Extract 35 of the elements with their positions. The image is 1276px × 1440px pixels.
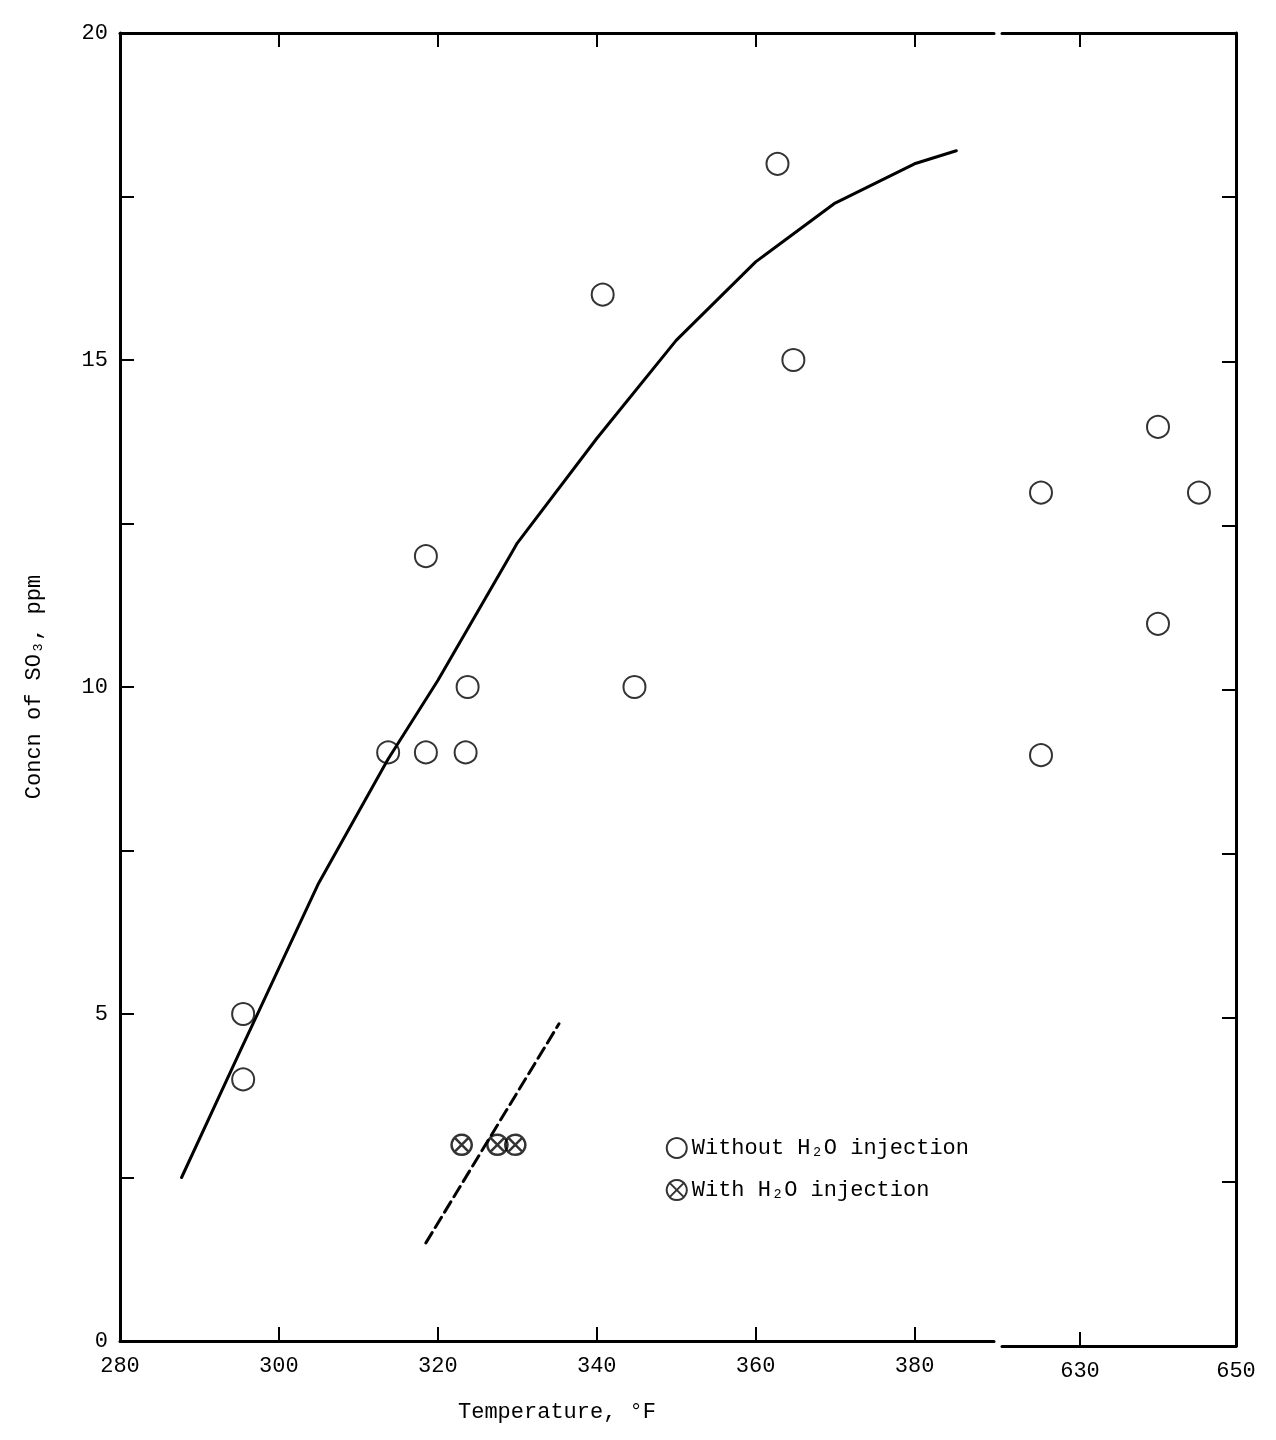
- x-tick-label: 300: [259, 1353, 299, 1379]
- point: [486, 1133, 509, 1156]
- point: [450, 1133, 473, 1156]
- x-tick-label: 340: [576, 1353, 617, 1379]
- point: [1146, 611, 1170, 636]
- y-tick-label: 5: [94, 1001, 108, 1027]
- y-tick-label: 0: [94, 1328, 108, 1354]
- x-tick-label: 320: [418, 1353, 458, 1379]
- legend-label: Without H₂O injection: [691, 1135, 969, 1161]
- legend-label: With H₂O injection: [691, 1177, 930, 1203]
- point: [504, 1133, 527, 1156]
- point: [1186, 480, 1211, 505]
- x-tick-label: 650: [1216, 1358, 1256, 1384]
- y-tick-label: 20: [81, 20, 108, 46]
- x-tick-label: 630: [1060, 1358, 1100, 1384]
- point: [231, 1067, 256, 1092]
- point: [413, 740, 438, 765]
- point: [622, 675, 647, 699]
- y-tick-label: 15: [81, 347, 108, 373]
- point: [231, 1002, 256, 1026]
- y-tick-label: 10: [81, 674, 108, 700]
- x-tick-label: 380: [894, 1353, 935, 1379]
- point: [453, 740, 478, 765]
- point: [413, 544, 438, 569]
- point: [781, 348, 806, 372]
- y-axis-title: Concn of SO₃, ppm: [21, 574, 47, 800]
- x-tick-label: 360: [735, 1353, 776, 1379]
- x-axis-title: Temperature, °F: [457, 1399, 657, 1425]
- point: [455, 675, 480, 699]
- point: [1146, 414, 1170, 439]
- x-tick-label: 280: [100, 1353, 140, 1379]
- point: [765, 151, 790, 176]
- point: [1029, 480, 1053, 505]
- point: [1029, 743, 1053, 768]
- point: [590, 282, 615, 307]
